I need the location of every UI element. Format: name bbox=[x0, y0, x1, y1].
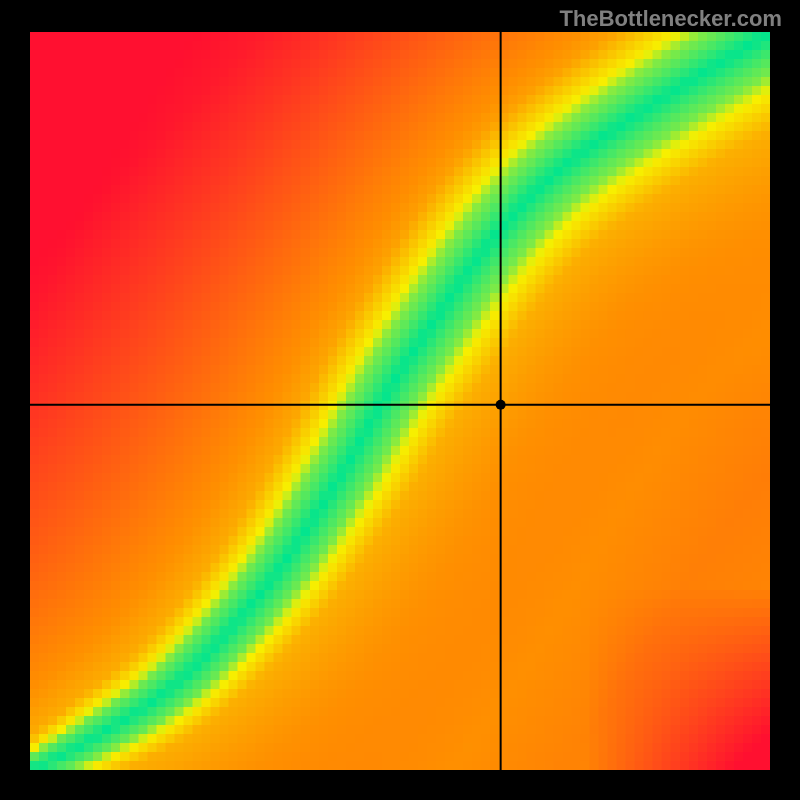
watermark-text: TheBottlenecker.com bbox=[559, 6, 782, 32]
crosshair-overlay bbox=[0, 0, 800, 800]
chart-container: TheBottlenecker.com bbox=[0, 0, 800, 800]
